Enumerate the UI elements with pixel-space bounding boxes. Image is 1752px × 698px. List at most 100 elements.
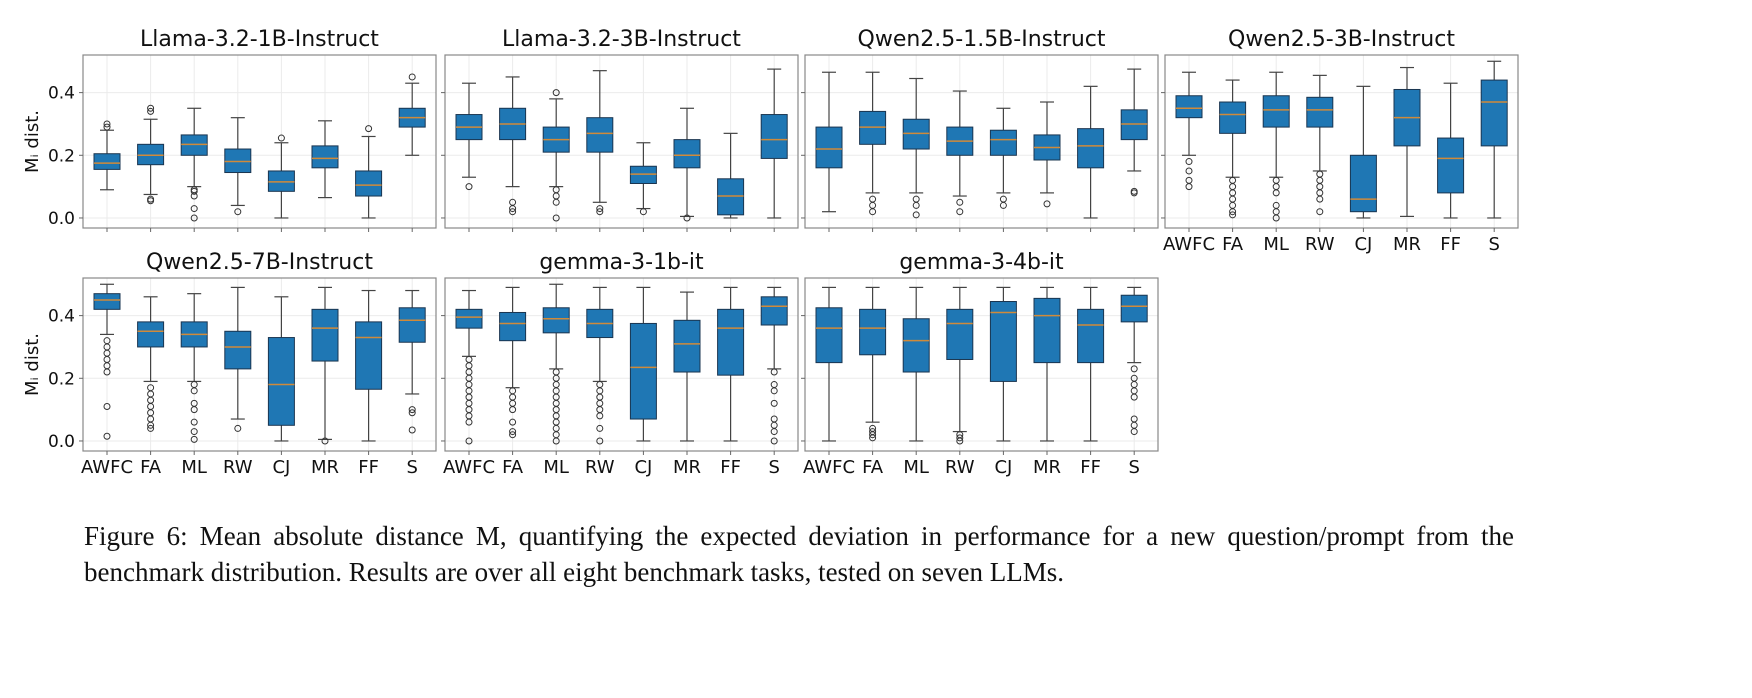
x-tick-label: AWFC [81, 457, 133, 478]
outlier-point [103, 432, 111, 440]
x-tick-label: FA [140, 457, 162, 478]
box-FF [717, 178, 745, 216]
outlier-point [1130, 189, 1138, 197]
x-tick-label: AWFC [443, 457, 495, 478]
outlier-point [408, 406, 416, 414]
box-AWFC [93, 293, 121, 310]
outlier-point [596, 424, 604, 432]
outlier-point [465, 418, 473, 426]
outlier-point [1130, 365, 1138, 373]
box-FF [355, 170, 383, 197]
box-FA [859, 308, 887, 356]
panel-frame [82, 54, 437, 229]
box-FA [1219, 101, 1247, 134]
outlier-point [683, 214, 691, 222]
outlier-point [1185, 158, 1193, 166]
box-CJ [267, 170, 295, 192]
box-S [760, 296, 788, 326]
panel-frame [444, 54, 799, 229]
outlier-point [509, 428, 517, 436]
box-S [1480, 79, 1508, 147]
box-S [1120, 109, 1148, 141]
outlier-point [956, 434, 964, 442]
outlier-point [190, 192, 198, 200]
outlier-point [190, 214, 198, 222]
x-tick-label: CJ [272, 457, 290, 478]
box-CJ [989, 129, 1017, 156]
y-tick-label: 0.4 [48, 307, 75, 327]
x-tick-label: FA [1222, 234, 1244, 255]
outlier-point [639, 208, 647, 216]
x-tick-label: CJ [634, 457, 652, 478]
outlier-point [770, 428, 778, 436]
outlier-point [190, 435, 198, 443]
outlier-point [190, 406, 198, 414]
outlier-point [552, 89, 560, 97]
x-tick-label: FF [1080, 457, 1101, 478]
outlier-point [509, 431, 517, 439]
outlier-point [1229, 208, 1237, 216]
y-tick-label: 0.2 [48, 369, 75, 389]
outlier-point [465, 183, 473, 191]
box-FA [137, 321, 165, 348]
outlier-point [408, 409, 416, 417]
x-tick-label: FF [720, 457, 741, 478]
outlier-point [190, 428, 198, 436]
box-S [760, 114, 788, 159]
box-MR [311, 308, 339, 362]
box-S [1120, 294, 1148, 323]
outlier-point [596, 205, 604, 213]
panel-title: Qwen2.5-1.5B-Instruct [858, 27, 1106, 52]
panel-title: Qwen2.5-3B-Instruct [1228, 27, 1455, 52]
box-CJ [267, 337, 295, 426]
y-tick-label: 0.0 [48, 209, 75, 229]
box-FF [1077, 128, 1105, 169]
box-ML [902, 318, 930, 373]
x-tick-label: ML [181, 457, 207, 478]
x-tick-label: S [768, 457, 779, 478]
outlier-point [956, 437, 964, 445]
box-AWFC [455, 308, 483, 329]
outlier-point [956, 198, 964, 206]
outlier-point [869, 208, 877, 216]
panel-6: gemma-3-4b-it AWFC FA ML RW CJ MR FF S [801, 250, 1159, 478]
box-ML [180, 134, 208, 156]
outlier-point [277, 134, 285, 142]
x-tick-label: AWFC [803, 457, 855, 478]
y-tick-label: 0.2 [48, 146, 75, 166]
box-S [398, 307, 426, 343]
x-tick-label: ML [903, 457, 929, 478]
outlier-point [956, 208, 964, 216]
box-MR [1033, 297, 1061, 364]
outlier-point [103, 120, 111, 128]
x-tick-label: FF [1440, 234, 1461, 255]
box-ML [542, 307, 570, 334]
outlier-point [869, 431, 877, 439]
box-FF [717, 308, 745, 376]
panel-title: Llama-3.2-1B-Instruct [140, 27, 379, 52]
x-tick-label: S [1488, 234, 1499, 255]
panel-frame [444, 277, 799, 452]
box-MR [673, 319, 701, 373]
x-tick-label: CJ [1354, 234, 1372, 255]
outlier-point [552, 437, 560, 445]
box-FF [1077, 308, 1105, 364]
outlier-point [147, 107, 155, 115]
outlier-point [509, 406, 517, 414]
x-tick-label: ML [543, 457, 569, 478]
box-MR [673, 139, 701, 169]
outlier-point [1316, 195, 1324, 203]
box-FA [859, 110, 887, 145]
x-tick-label: RW [1305, 234, 1335, 255]
outlier-point [552, 198, 560, 206]
outlier-point [103, 402, 111, 410]
box-ML [1262, 95, 1290, 128]
outlier-point [1316, 208, 1324, 216]
x-tick-label: MR [1033, 457, 1061, 478]
box-FA [499, 311, 527, 342]
outlier-point [1185, 167, 1193, 175]
box-CJ [989, 301, 1017, 382]
panel-title: gemma-3-1b-it [539, 250, 704, 275]
y-tick-label: 0.0 [48, 432, 75, 452]
x-tick-label: RW [585, 457, 615, 478]
